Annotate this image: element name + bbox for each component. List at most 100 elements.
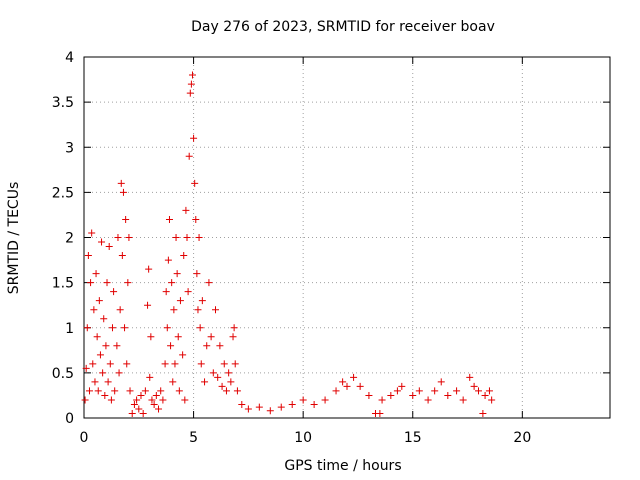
data-point [169,378,177,386]
data-point [100,315,108,323]
y-tick-label: 4 [65,50,74,66]
data-point [466,373,474,381]
data-point [244,405,252,413]
data-point [171,360,179,368]
data-point [180,252,188,260]
data-point [93,333,101,341]
data-point [92,270,100,278]
data-point [332,387,340,395]
data-point [116,306,124,314]
data-point [182,206,190,214]
data-point [339,378,347,386]
data-point [218,382,226,390]
data-point [95,297,103,305]
x-tick-labels: 0 5 10 15 20 [80,430,532,446]
data-point [350,373,358,381]
data-point [288,400,296,408]
data-point [231,360,239,368]
data-point [277,403,285,411]
data-point [168,279,176,287]
data-point [130,400,138,408]
data-point [431,387,439,395]
data-point [470,382,478,390]
data-point [163,324,171,332]
data-point [175,387,183,395]
data-point [196,324,204,332]
y-tick-labels: 0 0.5 1 1.5 2 2.5 3 3.5 4 [52,50,74,427]
data-point [165,215,173,223]
y-tick-label: 3 [65,140,74,156]
data-point [81,396,89,404]
data-point [238,400,246,408]
data-point [222,387,230,395]
data-point [126,387,134,395]
x-tick-label: 15 [404,430,422,446]
data-point [459,396,467,404]
data-point [190,134,198,142]
data-point [119,188,127,196]
data-point [185,152,193,160]
x-tick-label: 10 [294,430,312,446]
data-point [415,387,423,395]
data-point [225,369,233,377]
data-point [94,387,102,395]
plot-frame [83,56,611,419]
data-point [424,396,432,404]
data-point [233,387,241,395]
data-point [87,279,95,287]
data-point [188,71,196,79]
data-point [488,396,496,404]
data-point [184,288,192,296]
data-point [437,378,445,386]
data-point [183,234,191,241]
data-point [197,360,205,368]
data-point [104,378,112,386]
data-point [111,387,119,395]
data-point [88,229,96,237]
data-point [229,333,237,341]
data-point [481,391,489,399]
data-point [159,396,167,404]
y-tick-label: 3.5 [52,95,74,111]
x-tick-label: 20 [513,430,531,446]
data-point [378,396,386,404]
data-point [148,396,156,404]
y-axis-title: SRMTID / TECUs [6,182,22,295]
data-point [107,396,115,404]
data-point [479,409,487,417]
data-point [170,306,178,314]
data-point [191,179,199,187]
data-point [167,342,175,350]
data-point [113,342,121,350]
grid [84,57,610,418]
data-point [398,382,406,390]
y-tick-label: 0 [65,411,74,427]
data-point [201,378,209,386]
data-point [209,369,217,377]
data-point [266,407,274,415]
data-point [409,391,417,399]
data-point [444,391,452,399]
data-point [205,279,213,287]
data-point [139,409,147,417]
data-point [108,324,116,332]
y-tick-label: 1.5 [52,276,74,292]
data-point [91,378,99,386]
data-point [110,288,118,296]
data-point [83,324,91,332]
data-point [179,351,187,359]
data-point [115,369,123,377]
data-point [99,369,107,377]
data-point [173,270,181,278]
data-point [387,391,395,399]
data-point [181,396,189,404]
data-point [212,306,219,314]
y-tick-label: 1 [65,321,74,337]
data-point [150,400,158,408]
data-point [122,215,130,223]
data-point [321,396,329,404]
data-point [118,252,126,260]
data-point [121,324,129,332]
data-point [365,391,373,399]
